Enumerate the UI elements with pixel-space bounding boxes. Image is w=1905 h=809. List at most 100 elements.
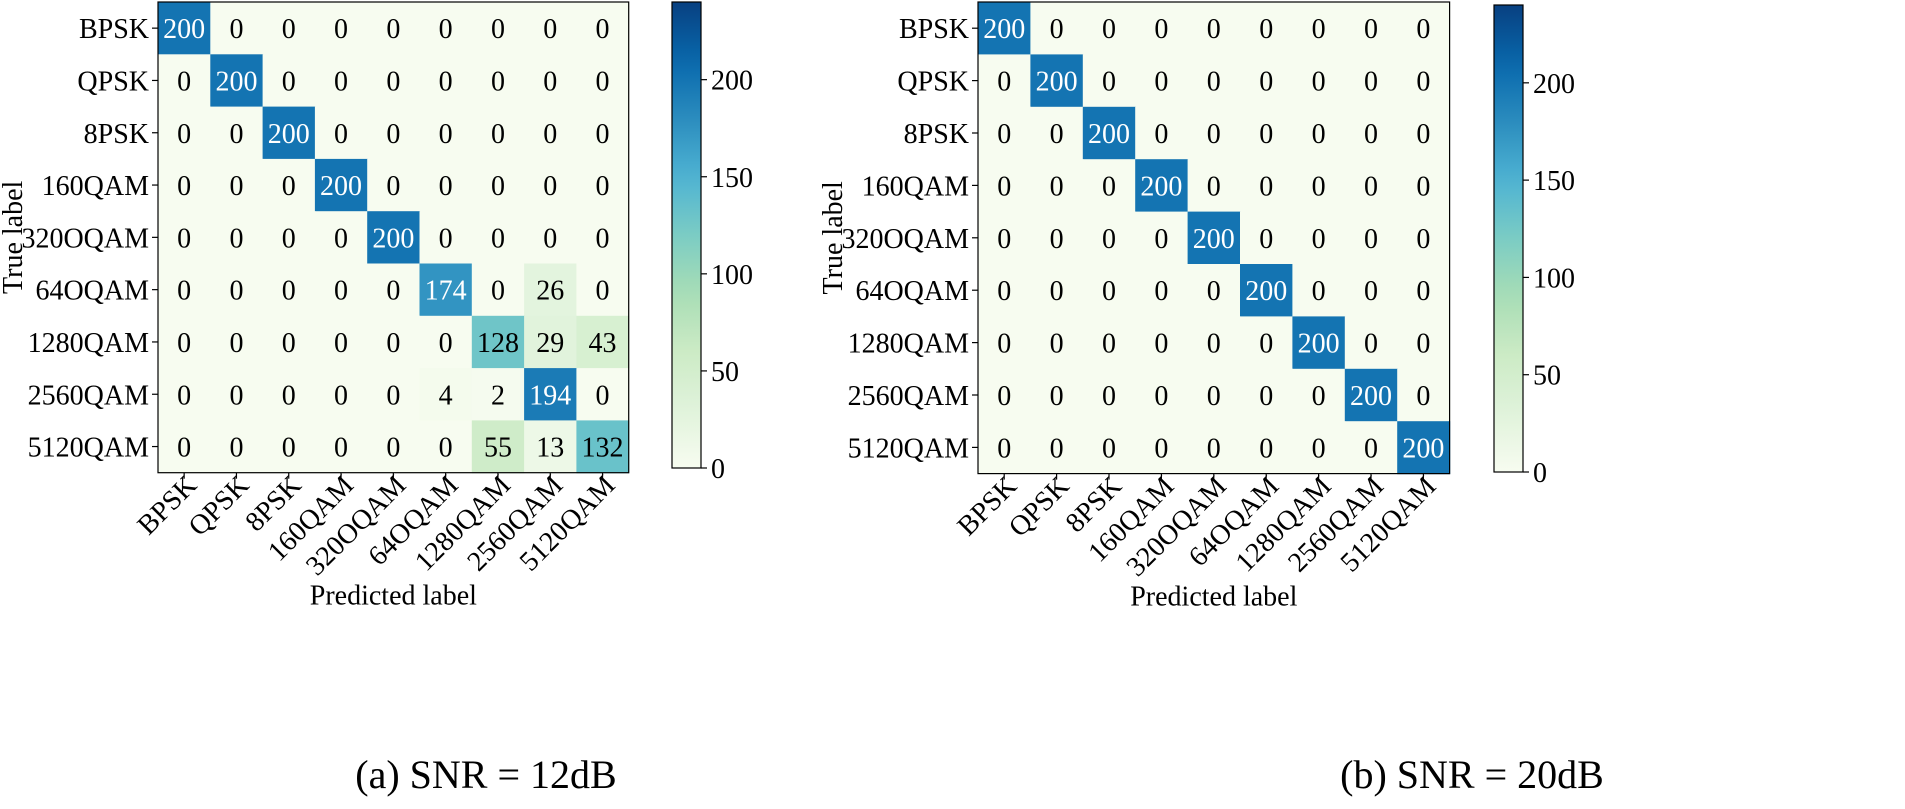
heatmap-cell	[471, 158, 525, 212]
heatmap-cell	[1292, 316, 1346, 370]
heatmap-cell	[1292, 2, 1346, 55]
heatmap-cell	[419, 158, 473, 212]
heatmap-cell	[1030, 2, 1084, 55]
heatmap-cell	[262, 54, 316, 108]
cell-value-label: 0	[491, 276, 505, 307]
cell-value-label: 0	[1416, 67, 1430, 98]
cell-value-label: 0	[439, 14, 453, 45]
colorbar-tick-label: 150	[711, 163, 753, 194]
heatmap-cell	[262, 2, 316, 55]
y-tick-label: 320OQAM	[21, 223, 149, 254]
heatmap-cell	[576, 263, 630, 317]
cell-value-label: 0	[1312, 276, 1326, 307]
heatmap-cell	[1344, 54, 1398, 108]
cell-value-label: 0	[1364, 14, 1378, 45]
heatmap-cell	[1135, 316, 1189, 370]
heatmap-cell	[314, 420, 368, 474]
heatmap-cell	[471, 263, 525, 317]
x-tick-label: QPSK	[183, 470, 256, 543]
cell-value-label: 0	[1050, 171, 1064, 202]
cell-value-label: 0	[491, 223, 505, 254]
cell-value-label: 200	[1298, 329, 1340, 360]
heatmap-cell	[210, 211, 264, 265]
heatmap-cell	[1082, 211, 1136, 265]
heatmap-cell	[1030, 211, 1084, 265]
y-tick-label: 5120QAM	[28, 433, 149, 464]
cell-value-label: 0	[386, 328, 400, 359]
cell-value-label: 0	[1259, 224, 1273, 255]
cell-value-label: 0	[596, 380, 610, 411]
cell-value-label: 0	[1154, 329, 1168, 360]
cell-value-label: 200	[268, 119, 310, 150]
cell-value-label: 0	[229, 380, 243, 411]
cell-value-label: 0	[177, 328, 191, 359]
colorbar	[1493, 4, 1524, 473]
heatmap-cell	[1187, 421, 1241, 475]
cell-value-label: 0	[997, 433, 1011, 464]
heatmap-cell	[1397, 264, 1451, 317]
heatmap-cell	[314, 106, 368, 160]
colorbar-tick-label: 0	[1533, 458, 1547, 489]
heatmap-cell	[210, 2, 264, 55]
cell-value-label: 200	[372, 223, 414, 254]
cell-value-label: 0	[282, 276, 296, 307]
cell-value-label: 0	[1312, 433, 1326, 464]
cell-value-label: 200	[163, 14, 205, 45]
heatmap-cell	[471, 420, 525, 474]
cell-value-label: 0	[1259, 67, 1273, 98]
cell-value-label: 0	[177, 119, 191, 150]
cell-value-label: 0	[1312, 14, 1326, 45]
heatmap-cell	[1187, 106, 1241, 160]
heatmap-cell	[471, 2, 525, 55]
heatmap-cell	[1135, 421, 1189, 475]
colorbar-tick-label: 150	[1533, 166, 1575, 197]
cell-value-label: 0	[596, 66, 610, 97]
cell-value-label: 200	[1036, 67, 1078, 98]
heatmap-cell	[210, 420, 264, 474]
cell-value-label: 0	[1312, 67, 1326, 98]
cell-value-label: 200	[1350, 381, 1392, 412]
heatmap-cell	[314, 263, 368, 317]
heatmap-cell	[1135, 2, 1189, 55]
heatmap-cell	[419, 263, 473, 317]
heatmap-cell	[576, 2, 630, 55]
heatmap-cell	[367, 263, 421, 317]
cell-value-label: 0	[1102, 329, 1116, 360]
y-tick-label: QPSK	[77, 66, 149, 97]
cell-value-label: 0	[543, 66, 557, 97]
cell-value-label: 200	[1088, 119, 1130, 150]
cell-value-label: 0	[177, 433, 191, 464]
heatmap-cell	[524, 2, 577, 55]
heatmap-cell	[1344, 316, 1398, 370]
heatmap-cell	[1030, 368, 1084, 422]
cell-value-label: 0	[596, 276, 610, 307]
cell-value-label: 0	[1416, 276, 1430, 307]
cell-value-label: 200	[1140, 171, 1182, 202]
heatmap-cell	[1240, 106, 1293, 160]
heatmap-cell	[1292, 211, 1346, 265]
cell-value-label: 200	[1193, 224, 1235, 255]
cell-value-label: 0	[543, 171, 557, 202]
heatmap-cell	[1240, 316, 1293, 370]
cell-value-label: 0	[997, 67, 1011, 98]
cell-value-label: 0	[439, 223, 453, 254]
cell-value-label: 200	[1245, 276, 1287, 307]
heatmap-cell	[1397, 2, 1451, 55]
heatmap-cell	[1187, 211, 1241, 265]
cell-value-label: 0	[386, 119, 400, 150]
heatmap-cell	[1135, 106, 1189, 160]
heatmap-cell	[158, 2, 211, 55]
heatmap-cell	[1344, 159, 1398, 213]
heatmap-cell	[1344, 2, 1398, 55]
cell-value-label: 0	[596, 223, 610, 254]
colorbar	[671, 1, 702, 469]
cell-value-label: 0	[334, 328, 348, 359]
heatmap-cell	[158, 106, 211, 160]
cell-value-label: 0	[1416, 119, 1430, 150]
y-tick-label: QPSK	[897, 67, 969, 98]
cell-value-label: 0	[1050, 224, 1064, 255]
heatmap-cell	[1187, 54, 1241, 108]
heatmap-cell	[367, 106, 421, 160]
cell-value-label: 0	[1364, 276, 1378, 307]
y-tick-label: 1280QAM	[28, 328, 149, 359]
